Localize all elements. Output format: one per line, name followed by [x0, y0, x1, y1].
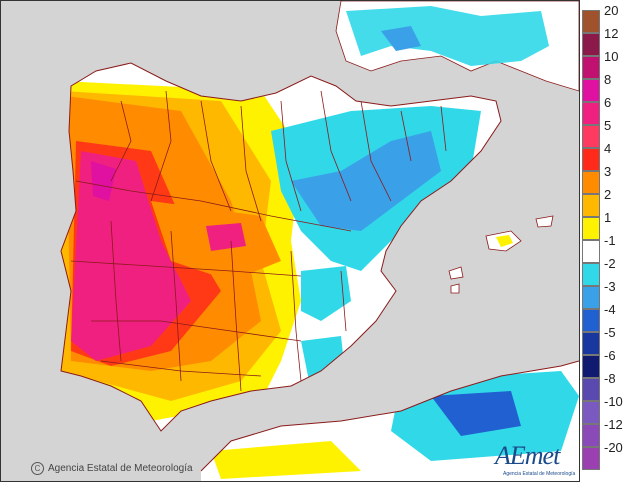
legend-swatch — [582, 401, 600, 424]
legend-swatch — [582, 10, 600, 33]
legend-swatch — [582, 56, 600, 79]
legend-swatch — [582, 332, 600, 355]
legend-label: 4 — [604, 141, 612, 156]
africa-outline — [200, 360, 579, 472]
legend-label: 1 — [604, 210, 612, 225]
legend-label: -3 — [604, 279, 616, 294]
copyright-credit: C Agencia Estatal de Meteorología — [31, 462, 193, 475]
credit-text: Agencia Estatal de Meteorología — [48, 463, 193, 474]
legend-swatch — [582, 194, 600, 217]
legend-swatch — [582, 33, 600, 56]
legend-label: 3 — [604, 164, 612, 179]
legend-label: 10 — [604, 49, 619, 64]
legend-label: 12 — [604, 26, 619, 41]
legend-swatch — [582, 309, 600, 332]
cold-blue-area — [291, 131, 441, 231]
france-cold-core — [381, 26, 421, 51]
legend-label: 2 — [604, 187, 612, 202]
legend-label: -2 — [604, 256, 616, 271]
aemet-logo: AEmet Agencia Estatal de Meteorología — [495, 441, 577, 481]
legend-label: 5 — [604, 118, 612, 133]
cold-cyan-south — [301, 266, 351, 321]
warm-magenta-core — [91, 161, 116, 201]
iberia-outline — [60, 62, 502, 432]
legend-label: -10 — [604, 394, 623, 409]
legend-label: 20 — [604, 3, 619, 18]
legend-swatch — [582, 125, 600, 148]
legend-label: -12 — [604, 417, 623, 432]
warm-pink-central — [206, 223, 246, 251]
legend-label: 8 — [604, 72, 612, 87]
temperature-anomaly-map: C Agencia Estatal de Meteorología AEmet … — [0, 0, 580, 482]
legend-label: -5 — [604, 325, 616, 340]
cold-cyan-southeast — [301, 336, 346, 391]
legend-label: 6 — [604, 95, 612, 110]
legend-swatch — [582, 148, 600, 171]
legend-label: -1 — [604, 233, 616, 248]
legend-label: -8 — [604, 371, 616, 386]
france-cold-area — [346, 6, 549, 66]
balearic-islands — [448, 215, 554, 294]
legend-swatch — [582, 286, 600, 309]
africa-warm-yellow — [211, 441, 361, 479]
logo-subtitle: Agencia Estatal de Meteorología — [503, 471, 576, 477]
logo-wordmark: AEmet — [495, 441, 560, 470]
legend-swatch — [582, 171, 600, 194]
legend-swatch — [582, 263, 600, 286]
province-borders — [70, 90, 447, 392]
warm-pink-area — [71, 151, 191, 361]
legend-swatch — [582, 217, 600, 240]
legend-swatch — [582, 378, 600, 401]
legend-label: -20 — [604, 440, 623, 455]
legend-label: -6 — [604, 348, 616, 363]
map-canvas — [60, 1, 579, 481]
legend-swatch — [582, 424, 600, 447]
copyright-icon: C — [31, 462, 44, 475]
africa-cold-blue — [431, 391, 521, 436]
legend-swatch — [582, 240, 600, 263]
legend-swatch — [582, 79, 600, 102]
legend-label: -4 — [604, 302, 616, 317]
legend-swatch — [582, 447, 600, 470]
legend-swatch — [582, 102, 600, 125]
legend-swatch — [582, 355, 600, 378]
color-legend: 20 12 10 8 6 5 4 3 2 1 -1 -2 -3 -4 -5 -6 -8 -10 -12 -20 — [582, 4, 630, 475]
